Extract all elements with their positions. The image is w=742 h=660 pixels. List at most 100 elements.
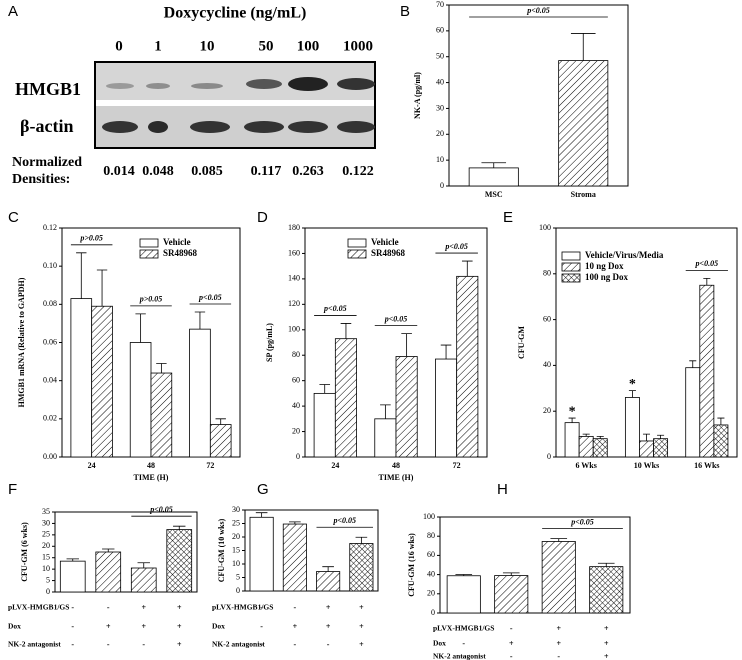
density-value: 0.048 (142, 164, 174, 179)
legend-swatch (139, 238, 159, 248)
y-tick-label: 10 (232, 559, 240, 568)
y-tick-label: 25 (42, 530, 50, 539)
density-value: 0.085 (191, 164, 223, 179)
error-bar (76, 252, 87, 299)
bar (334, 338, 357, 458)
y-tick-label: 60 (436, 26, 444, 35)
error-bar (340, 323, 352, 339)
condition-value: - (260, 603, 263, 612)
condition-value: + (604, 639, 609, 648)
condition-label: pLVX-HMGB1/GS (8, 603, 69, 612)
y-tick-label: 0.08 (43, 299, 57, 308)
y-axis-label: CFU-GM (16 wks) (407, 533, 416, 597)
y-tick-label: 120 (288, 299, 300, 308)
error-bar (194, 311, 206, 330)
bar (494, 575, 529, 614)
condition-value: - (107, 640, 110, 649)
x-tick-label: 48 (147, 461, 155, 470)
panel-letter: B (400, 3, 410, 20)
y-axis-label: CFU-GM (517, 326, 526, 359)
error-bar (289, 521, 301, 525)
error-bar (102, 548, 115, 552)
y-tick-label: 100 (288, 325, 300, 334)
condition-value: + (604, 652, 609, 660)
y-tick-label: 0 (431, 608, 435, 617)
y-axis-label: CFU-GM (10 wks) (217, 518, 226, 582)
condition-value: - (71, 622, 74, 631)
significance-label: p<0.05 (526, 6, 550, 15)
condition-value: - (510, 624, 513, 633)
y-axis-label: SP (pg/mL) (265, 323, 274, 362)
significance-label: p<0.05 (695, 259, 719, 268)
panel-letter: A (8, 3, 18, 20)
y-tick-label: 20 (436, 129, 444, 138)
y-tick-label: 25 (232, 518, 240, 527)
error-bar (703, 277, 711, 286)
blot-title: Doxycycline (ng/mL) (164, 5, 307, 22)
y-tick-label: 0.04 (43, 375, 57, 384)
legend-label: Vehicle (163, 237, 191, 247)
condition-value: - (557, 652, 560, 660)
error-bar (461, 260, 473, 277)
legend-swatch (561, 273, 581, 283)
density-value: 0.122 (342, 164, 374, 179)
significance-label: p<0.05 (444, 242, 468, 251)
condition-label: Dox (8, 622, 21, 631)
condition-value: + (359, 603, 364, 612)
bar (129, 342, 152, 458)
condition-value: - (510, 652, 513, 660)
bar (541, 541, 576, 614)
bar (189, 328, 211, 458)
y-tick-label: 140 (288, 274, 300, 283)
panel-letter: E (503, 209, 513, 226)
y-tick-label: 0 (46, 587, 50, 596)
panel-letter: C (8, 209, 19, 226)
error-bar (215, 418, 226, 425)
condition-value: - (260, 640, 263, 649)
bar (446, 575, 481, 614)
condition-value: + (359, 622, 364, 631)
bar (59, 560, 86, 593)
y-tick-label: 0 (296, 452, 300, 461)
y-tick-label: 40 (427, 569, 435, 578)
y-tick-label: 40 (292, 401, 300, 410)
y-tick-label: 20 (292, 426, 300, 435)
condition-label: Dox (433, 639, 446, 648)
error-bar (568, 417, 576, 423)
condition-label: pLVX-HMGB1/GS (433, 624, 494, 633)
x-axis-label: TIME (H) (379, 473, 414, 482)
blot-strip (96, 63, 374, 100)
bar (699, 284, 715, 458)
significance-label: p>0.05 (139, 295, 163, 304)
bar (713, 424, 729, 458)
error-bar (156, 363, 167, 374)
error-bar (455, 574, 473, 576)
bar (282, 523, 307, 592)
bar (150, 372, 173, 458)
x-tick-label: 6 Wks (575, 461, 596, 470)
y-tick-label: 180 (288, 223, 300, 232)
y-tick-label: 80 (292, 350, 300, 359)
significance-label: p<0.05 (570, 517, 594, 526)
bar (456, 275, 479, 458)
y-tick-label: 20 (232, 532, 240, 541)
significance-label: p<0.05 (149, 505, 173, 514)
error-bar (137, 562, 150, 568)
error-bar (481, 162, 507, 168)
bar (639, 440, 654, 458)
bar (564, 422, 580, 458)
bar (624, 397, 640, 458)
condition-value: - (462, 624, 465, 633)
error-bar (255, 512, 268, 518)
y-tick-label: 100 (423, 512, 435, 521)
bar (95, 551, 122, 593)
condition-value: - (71, 640, 74, 649)
bar (316, 571, 341, 592)
y-tick-label: 0.10 (43, 261, 57, 270)
condition-value: + (141, 603, 146, 612)
x-tick-label: 24 (88, 461, 96, 470)
x-tick-label: 48 (392, 461, 400, 470)
error-bar (596, 435, 604, 439)
